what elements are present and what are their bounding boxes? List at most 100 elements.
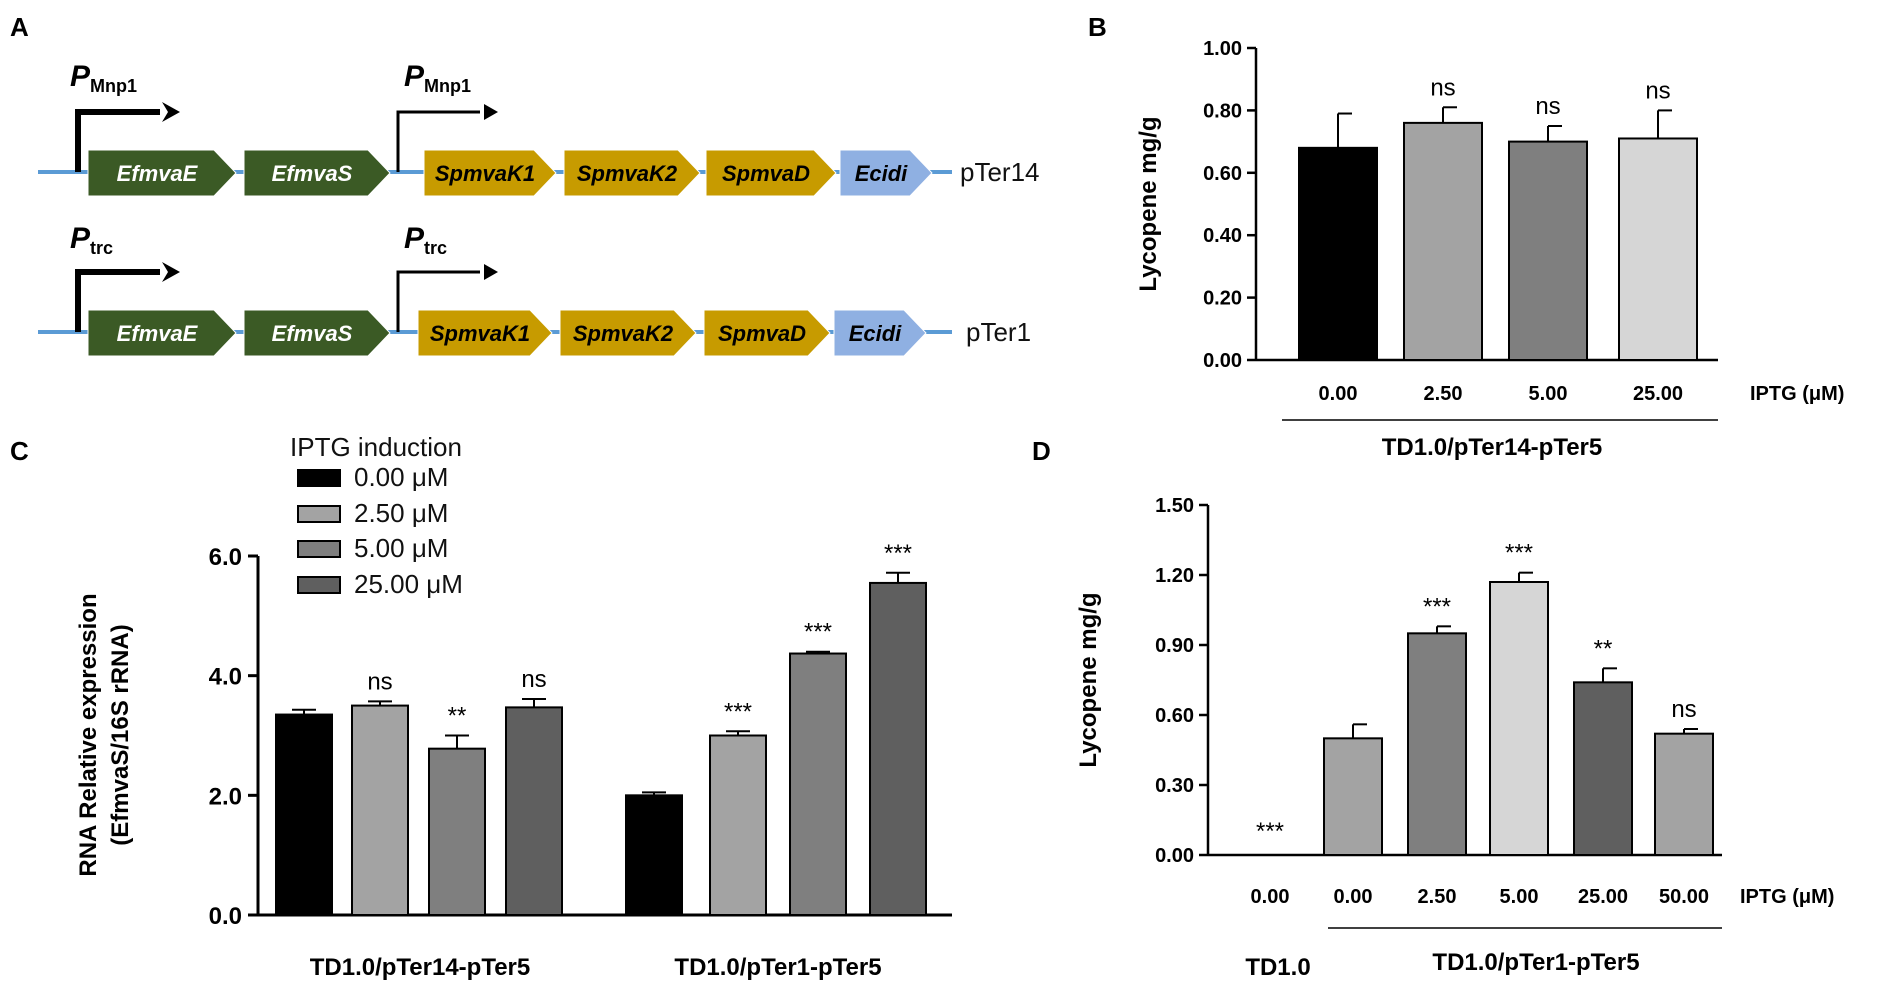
promoter-label: PMnp1 — [404, 60, 471, 96]
bar — [1654, 732, 1714, 857]
bar — [351, 704, 409, 916]
promoter-label: PMnp1 — [70, 60, 137, 96]
y-tick-label: 0.00 — [1203, 350, 1242, 372]
x-tick-label: TD1.0/pTer1-pTer5 — [674, 954, 881, 981]
y-tick-label: 0.0 — [209, 903, 242, 930]
y-axis-label-2: (EfmvaS/16S rRNA) — [107, 624, 134, 845]
gene-label: Ecidi — [849, 321, 902, 346]
significance-label: ns — [1645, 77, 1670, 104]
bar — [275, 713, 333, 917]
bar — [869, 581, 927, 916]
gene-arrow — [839, 149, 933, 197]
y-tick-label: 1.00 — [1203, 38, 1242, 60]
x-unit-label: IPTG (μM) — [1740, 886, 1834, 908]
gene-label: SpmvaK2 — [577, 161, 678, 186]
gene-arrow — [417, 309, 553, 357]
promoter-arrow: PMnp1 — [396, 60, 498, 172]
bar — [1403, 121, 1483, 361]
x-tick-label: 0.00 — [1334, 886, 1373, 908]
y-tick-label: 0.90 — [1155, 635, 1194, 657]
gene-label: EfmvaS — [272, 321, 353, 346]
panel-letter-d: D — [1032, 436, 1051, 466]
promoter-label: Ptrc — [70, 222, 113, 258]
legend-label: 0.00 μM — [354, 462, 448, 492]
bar — [1508, 140, 1588, 361]
gene-arrow — [559, 309, 697, 357]
bar — [1618, 137, 1698, 361]
panel-letter-b: B — [1088, 12, 1107, 42]
y-axis-label: RNA Relative expression — [75, 593, 102, 876]
x-tick-label: 5.00 — [1500, 886, 1539, 908]
legend-label: 5.00 μM — [354, 533, 448, 563]
bar — [709, 734, 767, 916]
group-label: TD1.0/pTer14-pTer5 — [1382, 434, 1603, 461]
y-tick-label: 1.20 — [1155, 565, 1194, 587]
legend-label: 2.50 μM — [354, 498, 448, 528]
gene-arrow — [705, 149, 837, 197]
gene-arrow — [563, 149, 701, 197]
gene-label: SpmvaK2 — [573, 321, 674, 346]
bar — [1489, 581, 1549, 856]
y-tick-label: 0.40 — [1203, 225, 1242, 247]
gene-label: SpmvaK1 — [430, 321, 530, 346]
y-tick-label: 0.20 — [1203, 288, 1242, 310]
significance-label: *** — [1256, 818, 1284, 845]
x-tick-label: 25.00 — [1578, 886, 1628, 908]
significance-label: *** — [724, 698, 752, 725]
legend-label: 25.00 μM — [354, 569, 463, 599]
gene-arrow — [87, 309, 237, 357]
gene-arrow — [703, 309, 831, 357]
significance-label: ns — [521, 666, 546, 693]
bar — [1323, 737, 1383, 856]
gene-label: EfmvaS — [272, 161, 353, 186]
x-unit-label: IPTG (μM) — [1750, 383, 1844, 405]
promoter-arrow: Ptrc — [70, 222, 180, 332]
x-tick-label: TD1.0/pTer14-pTer5 — [310, 954, 531, 981]
legend-swatch — [297, 540, 341, 558]
significance-label: ns — [1535, 93, 1560, 120]
legend-title: IPTG induction — [290, 432, 462, 462]
gene-label: SpmvaK1 — [435, 161, 535, 186]
y-axis-label: Lycopene mg/g — [1075, 592, 1102, 767]
gene-arrow — [833, 309, 927, 357]
bar — [505, 706, 563, 917]
x-tick-label: 5.00 — [1529, 383, 1568, 405]
bar — [1298, 146, 1378, 361]
significance-label: ** — [1594, 635, 1613, 662]
significance-label: *** — [884, 540, 912, 567]
panel-c-chart: 0.02.04.06.0ns********ns***TD1.0/pTer14-… — [75, 432, 952, 981]
x-tick-label: 25.00 — [1633, 383, 1683, 405]
x-tick-label: 50.00 — [1659, 886, 1709, 908]
panel-b-chart: 0.00 0.20 0.40 0.60 0.80 1.00 0.00 ns 2.50 ns 5.00… — [1135, 38, 1844, 461]
group-label-left: TD1.0 — [1245, 954, 1310, 981]
gene-arrow — [87, 149, 237, 197]
x-tick-label: 2.50 — [1418, 886, 1457, 908]
construct-name: pTer14 — [960, 157, 1040, 187]
bar — [1573, 681, 1633, 856]
panel-letter-a: A — [10, 12, 29, 42]
y-tick-label: 0.30 — [1155, 775, 1194, 797]
gene-label: EfmvaE — [117, 321, 199, 346]
bar — [625, 794, 683, 916]
gene-label: Ecidi — [855, 161, 908, 186]
bar — [789, 652, 847, 916]
y-tick-label: 1.50 — [1155, 495, 1194, 517]
y-tick-label: 0.00 — [1155, 845, 1194, 867]
construct-name: pTer1 — [966, 317, 1031, 347]
gene-arrow — [243, 149, 391, 197]
panel-a-gene-constructs: PMnp1 PMnp1 EfmvaE EfmvaS SpmvaK1 SpmvaK2 Sp… — [38, 60, 1040, 357]
panel-d-chart: 0.00 0.30 0.60 0.90 1.20 1.50 *** 0.00 0.00 *** 2.… — [1075, 495, 1834, 981]
promoter-arrow: PMnp1 — [70, 60, 180, 172]
y-tick-label: 4.0 — [209, 664, 242, 691]
y-tick-label: 0.60 — [1155, 705, 1194, 727]
y-tick-label: 6.0 — [209, 544, 242, 571]
legend-swatch — [297, 469, 341, 487]
significance-label: ** — [448, 703, 467, 730]
significance-label: ns — [367, 668, 392, 695]
significance-label: *** — [804, 619, 832, 646]
y-tick-label: 2.0 — [209, 783, 242, 810]
legend-swatch — [297, 505, 341, 523]
x-tick-label: 2.50 — [1424, 383, 1463, 405]
